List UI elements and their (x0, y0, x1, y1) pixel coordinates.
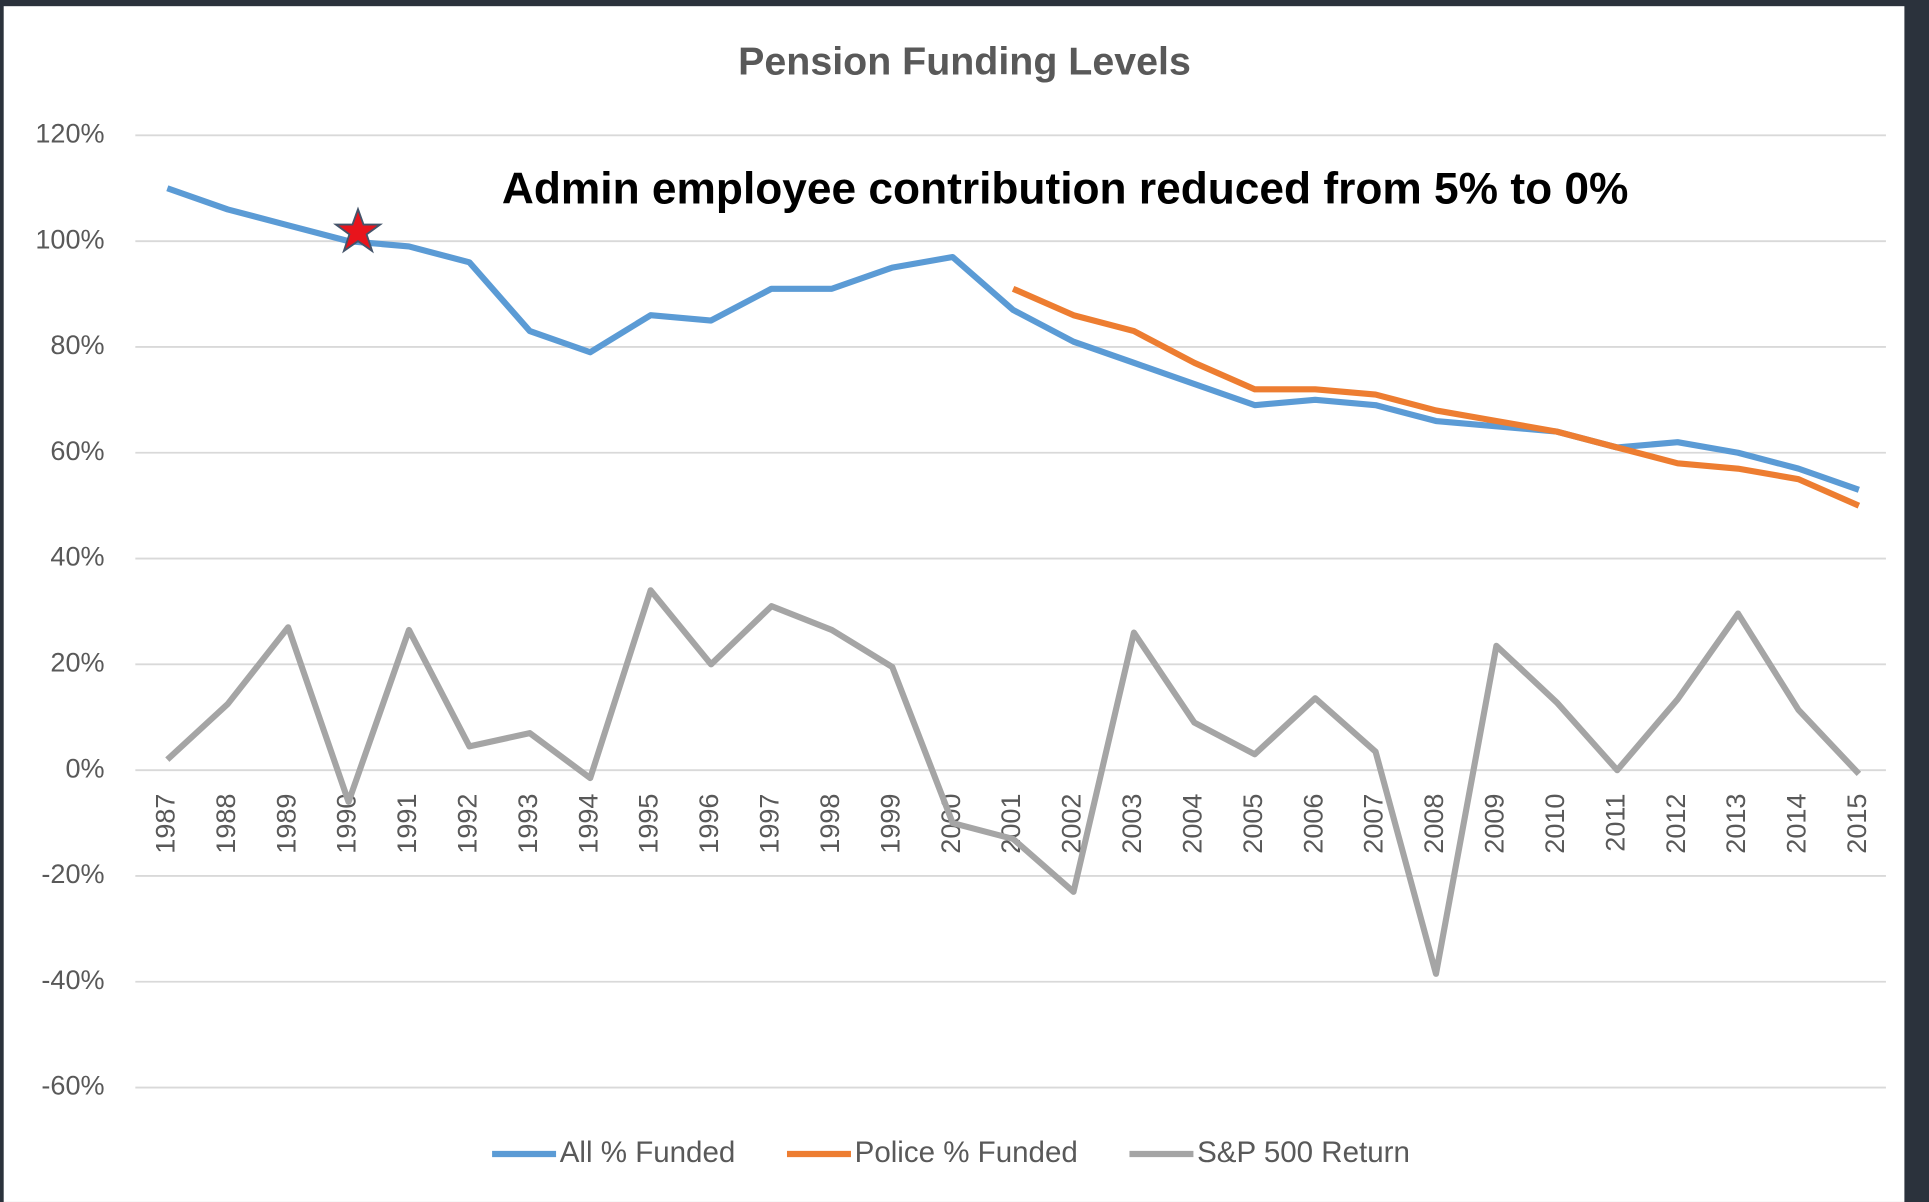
x-tick-label: 1993 (513, 794, 543, 854)
x-tick-label: 1991 (392, 794, 422, 854)
x-tick-label: 1997 (755, 794, 785, 854)
x-tick-label: 2003 (1117, 794, 1147, 854)
legend-label: All % Funded (560, 1136, 736, 1169)
annotation: Admin employee contribution reduced from… (502, 165, 1628, 214)
y-tick-label: 60% (50, 436, 104, 466)
x-tick-label: 1994 (573, 794, 603, 854)
y-tick-label: 100% (35, 224, 104, 254)
x-tick-label: 1998 (815, 794, 845, 854)
y-tick-label: 40% (50, 542, 104, 572)
x-tick-label: 2006 (1298, 794, 1328, 854)
x-tick-label: 1988 (211, 794, 241, 854)
x-tick-label: 2009 (1480, 794, 1510, 854)
x-tick-label: 2013 (1721, 794, 1751, 854)
x-tick-label: 1999 (875, 794, 905, 854)
series-line (165, 587, 1862, 977)
x-tick-label: 2007 (1359, 794, 1389, 854)
y-tick-label: 120% (35, 118, 104, 148)
x-tick-label: 2005 (1238, 794, 1268, 854)
x-tick-label: 2014 (1782, 794, 1812, 854)
y-tick-label: 20% (50, 647, 104, 677)
x-tick-label: 2012 (1661, 794, 1691, 854)
y-tick-label: -20% (41, 859, 104, 889)
x-tick-label: 2010 (1540, 794, 1570, 854)
x-tick-label: 2015 (1842, 794, 1872, 854)
star-marker (333, 206, 383, 254)
legend-label: Police % Funded (855, 1136, 1078, 1169)
y-tick-label: -60% (41, 1071, 104, 1101)
legend-label: S&P 500 Return (1197, 1136, 1410, 1169)
chart-title: Pension Funding Levels (738, 39, 1191, 83)
x-tick-label: 2004 (1177, 794, 1207, 854)
y-tick-label: -40% (41, 965, 104, 995)
chart-background (3, 6, 1905, 1202)
series-line (1011, 285, 1861, 509)
x-tick-label: 1992 (453, 794, 483, 854)
y-tick-label: 0% (65, 753, 104, 783)
x-tick-label: 1987 (150, 794, 180, 854)
x-tick-label: 2011 (1600, 794, 1630, 852)
x-tick-label: 1996 (694, 794, 724, 854)
y-tick-label: 80% (50, 330, 104, 360)
x-tick-label: 1989 (271, 794, 301, 854)
x-tick-label: 1995 (634, 794, 664, 854)
x-tick-label: 2008 (1419, 794, 1449, 854)
